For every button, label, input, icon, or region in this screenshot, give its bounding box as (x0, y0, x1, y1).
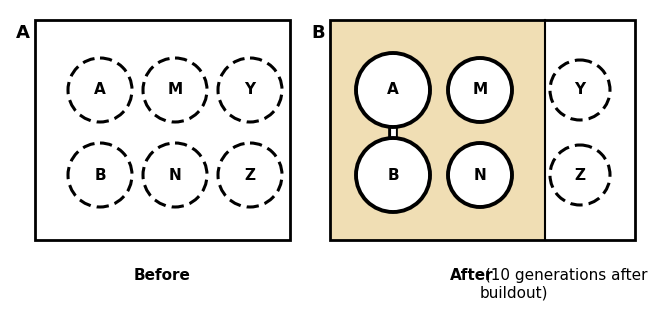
Circle shape (68, 143, 132, 207)
Circle shape (550, 145, 610, 205)
Circle shape (143, 58, 207, 122)
Circle shape (143, 143, 207, 207)
Text: A: A (94, 82, 106, 98)
Text: M: M (167, 82, 182, 98)
Circle shape (218, 143, 282, 207)
Circle shape (356, 53, 430, 127)
Circle shape (550, 60, 610, 120)
Text: (10 generations after
buildout): (10 generations after buildout) (480, 268, 647, 301)
Text: M: M (472, 82, 487, 98)
Text: After: After (450, 268, 493, 283)
Bar (330, 20, 635, 240)
Circle shape (448, 58, 512, 122)
Circle shape (218, 58, 282, 122)
Circle shape (68, 58, 132, 122)
Text: Y: Y (245, 82, 256, 98)
Text: A: A (387, 82, 399, 98)
Text: Before: Before (134, 268, 190, 283)
Text: N: N (474, 167, 486, 183)
Text: Z: Z (245, 167, 255, 183)
Text: B: B (311, 24, 325, 42)
Text: Z: Z (575, 167, 586, 183)
Circle shape (448, 143, 512, 207)
Bar (35, 20, 290, 240)
Text: B: B (94, 167, 106, 183)
Bar (330, 20, 545, 240)
Circle shape (356, 138, 430, 212)
Text: B: B (387, 167, 399, 183)
Text: Y: Y (575, 82, 586, 98)
Text: A: A (16, 24, 30, 42)
Text: N: N (169, 167, 181, 183)
